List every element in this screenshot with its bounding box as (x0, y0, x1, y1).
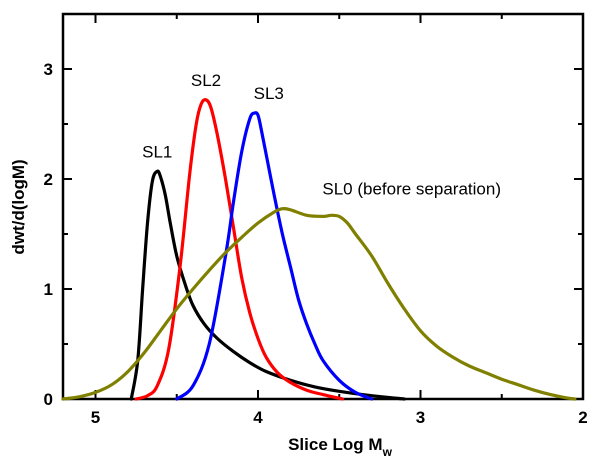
x-tick-label: 3 (416, 408, 425, 427)
plot-frame (61, 12, 585, 401)
series-line-sl1 (129, 169, 406, 401)
axis-ticks (63, 14, 584, 400)
series-line-sl3 (175, 111, 374, 401)
x-axis-title-subscript: w (382, 445, 393, 459)
series-lines (61, 98, 577, 401)
y-tick-label: 3 (44, 60, 53, 79)
y-tick-label: 1 (44, 280, 53, 299)
y-tick-label: 0 (44, 390, 53, 409)
tick-labels: 5 4 3 2 0 1 2 3 (44, 60, 588, 427)
series-label-sl1: SL1 (142, 142, 172, 161)
y-axis-title: dwt/d(logM) (9, 159, 28, 254)
x-tick-label: 5 (91, 408, 100, 427)
x-axis-title-main: Slice Log M (288, 435, 382, 454)
x-tick-label: 2 (578, 408, 587, 427)
series-labels: SL1 SL2 SL3 SL0 (before separation) (142, 71, 501, 199)
x-axis-title: Slice Log Mw (288, 435, 392, 459)
y-tick-label: 2 (44, 170, 53, 189)
series-line-sl0 (61, 206, 577, 401)
x-tick-label: 4 (253, 408, 263, 427)
series-label-sl3: SL3 (254, 84, 284, 103)
series-label-sl0: SL0 (before separation) (322, 180, 501, 199)
series-label-sl2: SL2 (191, 71, 221, 90)
